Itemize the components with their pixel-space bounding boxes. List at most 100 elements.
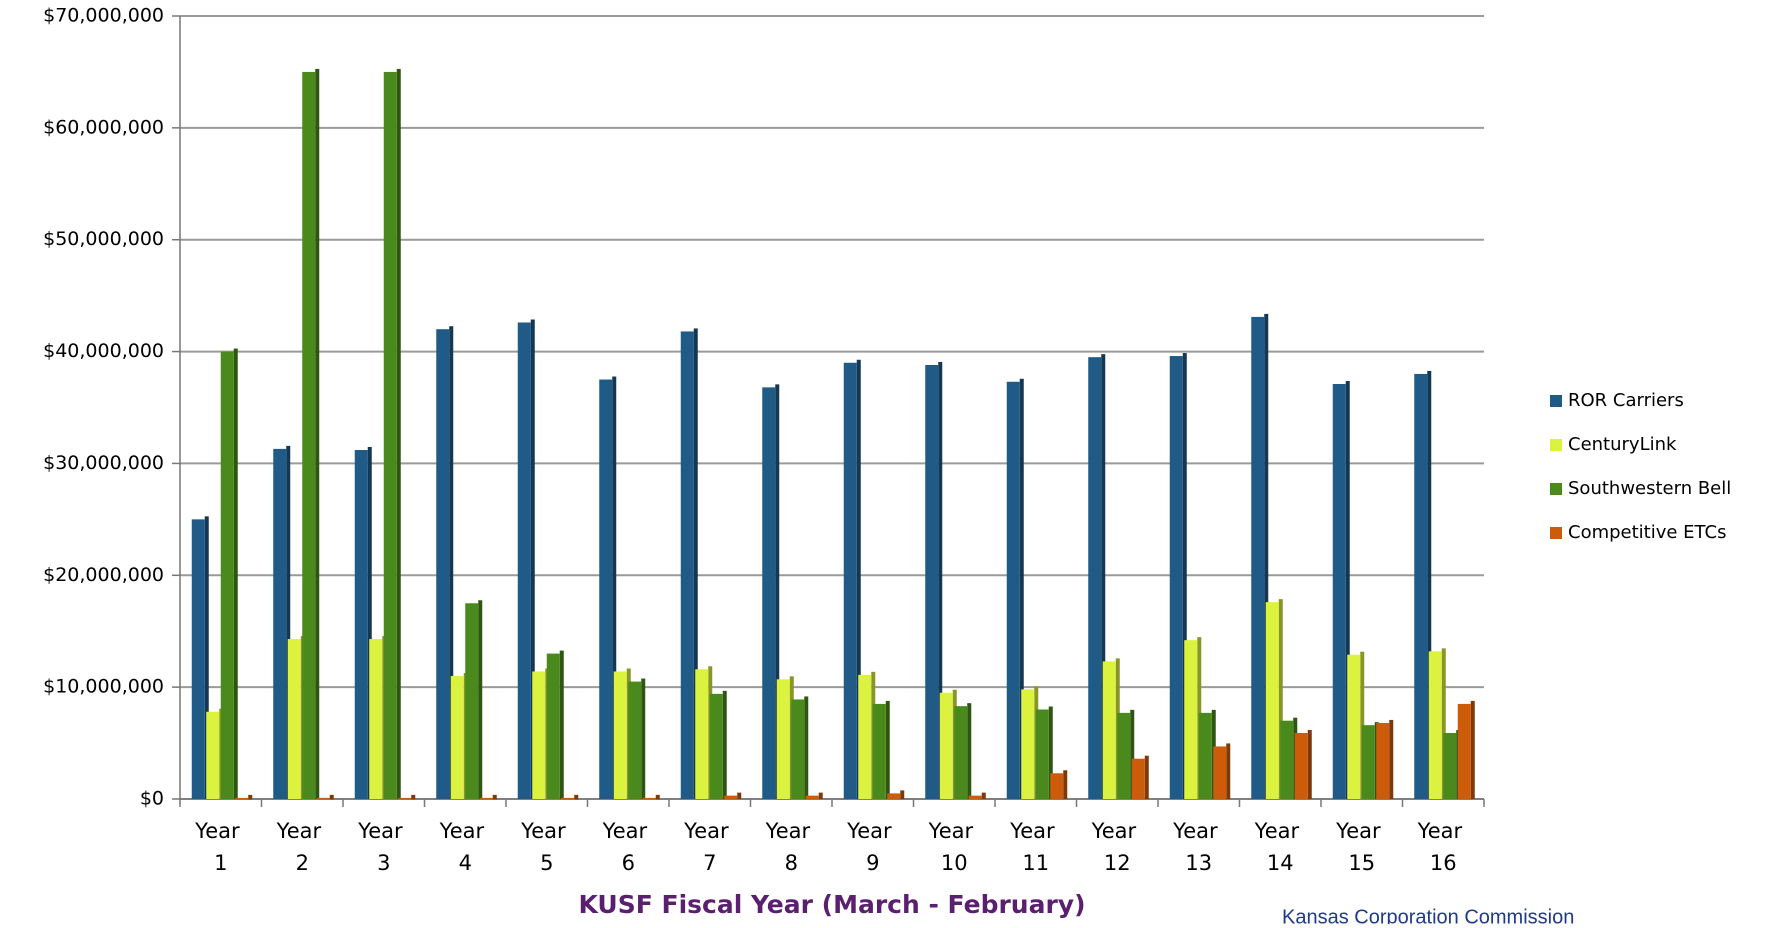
x-tick-label: Year 11 (1009, 819, 1061, 875)
bar-side (655, 794, 660, 800)
bar-side (1278, 599, 1283, 799)
bar-side (559, 650, 564, 799)
bar-side (233, 348, 238, 799)
y-tick-label: $40,000,000 (43, 340, 164, 362)
bar (1376, 722, 1390, 799)
x-tick-label: Year 14 (1254, 819, 1306, 875)
bar-side (1389, 719, 1394, 799)
x-tick-label: Year 13 (1172, 819, 1224, 875)
bar-side (286, 445, 291, 799)
bar (613, 671, 627, 799)
bar (709, 693, 723, 799)
bar (1428, 651, 1442, 799)
x-tick-label: Year 5 (520, 819, 572, 875)
bar (1443, 733, 1457, 799)
bar-side (804, 696, 809, 799)
bar (724, 795, 738, 799)
bar (220, 351, 234, 799)
bar-side (1063, 770, 1068, 799)
x-axis-title: KUSF Fiscal Year (March - February) (578, 890, 1085, 919)
x-tick-label: Year 10 (928, 819, 980, 875)
bar (805, 795, 819, 799)
x-tick-label: Year 6 (602, 819, 654, 875)
bar (450, 675, 464, 799)
y-tick-label: $50,000,000 (43, 228, 164, 250)
bar (436, 329, 450, 799)
y-tick-label: $70,000,000 (43, 5, 164, 27)
bar-side (693, 328, 698, 799)
bar (1050, 773, 1064, 799)
bar (968, 795, 982, 799)
x-tick-label: Year 7 (683, 819, 735, 875)
bar-side (775, 384, 780, 799)
bar (1294, 733, 1308, 799)
bar-side (885, 700, 890, 799)
bar (887, 793, 901, 799)
x-tick-label: Year 9 (846, 819, 898, 875)
bar (1102, 661, 1116, 799)
bar-side (492, 794, 497, 800)
bar-side (449, 326, 454, 799)
bar (1131, 758, 1145, 799)
bar (1184, 640, 1198, 799)
bar-side (1427, 370, 1432, 799)
bar-side (856, 359, 861, 799)
x-tick-label: Year 8 (765, 819, 817, 875)
bar (1035, 709, 1049, 799)
bar-side (641, 678, 646, 799)
bar-side (737, 792, 742, 799)
bar-side (1226, 743, 1231, 799)
bar-side (329, 794, 334, 800)
y-tick-label: $30,000,000 (43, 452, 164, 474)
bar-side (900, 790, 905, 799)
x-tick-label: Year 2 (276, 819, 328, 875)
bar-side (248, 794, 253, 800)
bar (954, 706, 968, 799)
bar (369, 639, 383, 799)
bar (1347, 654, 1361, 799)
bar-side (938, 361, 943, 799)
bar-side (411, 794, 416, 800)
bar-side (478, 600, 483, 799)
bar (517, 322, 531, 799)
bar-side (1182, 353, 1187, 799)
bar (273, 448, 287, 799)
legend-swatch (1550, 395, 1562, 407)
bar-side (530, 319, 535, 799)
bar-side (204, 516, 209, 799)
legend-label: Competitive ETCs (1568, 522, 1726, 543)
bar (1169, 356, 1183, 799)
bar-side (367, 447, 372, 799)
bar (628, 681, 642, 799)
x-tick-label: Year 12 (1091, 819, 1143, 875)
bar (1198, 712, 1212, 799)
bar (776, 679, 790, 799)
bar (1251, 316, 1265, 799)
x-tick-label: Year 4 (439, 819, 491, 875)
bar-side (967, 703, 972, 799)
bar-side (1264, 313, 1269, 799)
bar (1332, 384, 1346, 799)
bar-side (818, 792, 823, 799)
bar (1361, 725, 1375, 799)
bar-side (1101, 354, 1106, 799)
bar (302, 71, 316, 799)
y-tick-label: $0 (140, 788, 164, 810)
bar (599, 379, 613, 799)
x-tick-label: Year 15 (1335, 819, 1387, 875)
bar (1117, 712, 1131, 799)
footer: Kansas Corporation Commission (1282, 906, 1574, 924)
bar-side (1307, 730, 1312, 799)
bar-side (396, 68, 401, 799)
bar (939, 692, 953, 799)
bar (680, 331, 694, 799)
legend-label: CenturyLink (1568, 434, 1677, 455)
bar (354, 450, 368, 799)
legend-swatch (1550, 483, 1562, 495)
bar-side (1470, 700, 1475, 799)
bar (1414, 373, 1428, 799)
bar (695, 669, 709, 799)
bar-side (1144, 755, 1149, 799)
